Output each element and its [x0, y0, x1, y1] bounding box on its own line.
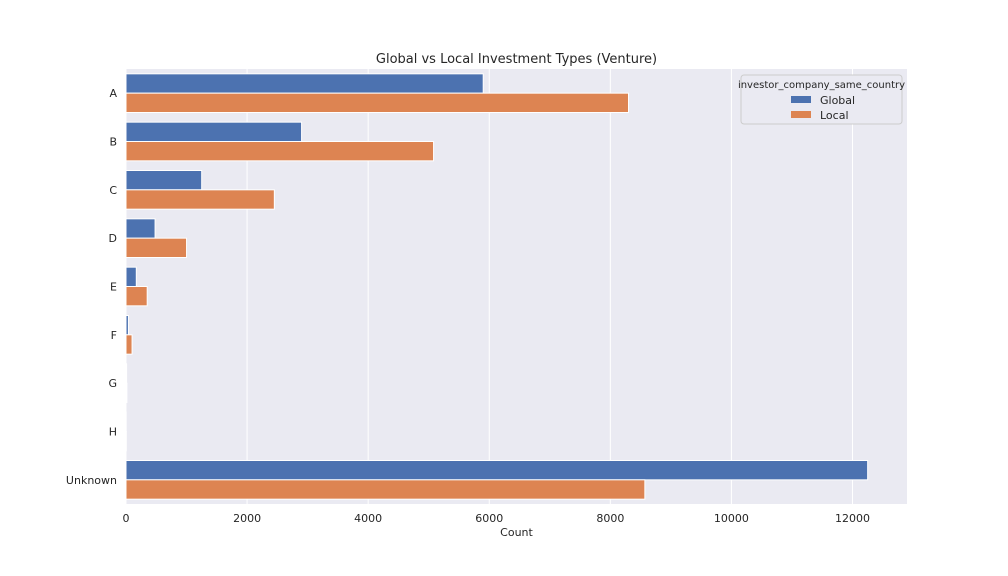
y-tick-labels: A B C D E F G H Unknown	[66, 87, 118, 487]
x-tick-label: 10000	[714, 512, 749, 525]
chart-title: Global vs Local Investment Types (Ventur…	[376, 52, 657, 67]
bar-global-e	[125, 266, 137, 287]
x-tick-label: 0	[123, 512, 130, 525]
bars	[125, 73, 869, 500]
bar-local-b	[125, 141, 435, 162]
legend-swatch-local	[791, 111, 811, 118]
bar-local-d	[125, 237, 188, 259]
legend-swatch-global	[791, 96, 811, 103]
y-tick-label: B	[109, 136, 117, 149]
legend-title: investor_company_same_country	[738, 80, 905, 91]
x-tick-label: 6000	[475, 512, 503, 525]
bar-global-f	[125, 315, 129, 336]
x-axis-label: Count	[500, 526, 533, 539]
legend-label-global: Global	[820, 94, 855, 107]
y-tick-label: H	[109, 426, 117, 439]
y-tick-label: A	[109, 87, 117, 100]
y-tick-label: Unknown	[66, 474, 117, 487]
x-tick-label: 4000	[354, 512, 382, 525]
legend-box	[740, 74, 903, 125]
y-tick-label: G	[108, 377, 117, 390]
bar-local-unknown	[125, 479, 646, 500]
legend: investor_company_same_country Global Loca…	[738, 74, 905, 125]
x-tick-label: 12000	[835, 512, 870, 525]
bar-local-g	[125, 382, 128, 403]
bar-global-a	[125, 73, 484, 94]
bar-global-c	[125, 170, 203, 191]
y-tick-label: D	[109, 232, 117, 245]
bar-global-g	[125, 363, 128, 384]
legend-label-local: Local	[820, 109, 849, 122]
x-tick-label: 8000	[596, 512, 624, 525]
bar-local-f	[125, 334, 133, 355]
y-tick-label: F	[111, 329, 117, 342]
x-tick-labels: 0 2000 4000 6000 8000 10000 12000	[123, 512, 871, 525]
bar-local-c	[125, 189, 275, 210]
y-tick-label: C	[109, 184, 117, 197]
bar-global-b	[125, 121, 303, 142]
bar-global-unknown	[125, 460, 869, 481]
bar-local-a	[125, 92, 630, 113]
bar-local-e	[125, 286, 148, 307]
y-tick-label: E	[110, 281, 117, 294]
x-tick-label: 2000	[233, 512, 261, 525]
bar-global-d	[125, 218, 156, 239]
